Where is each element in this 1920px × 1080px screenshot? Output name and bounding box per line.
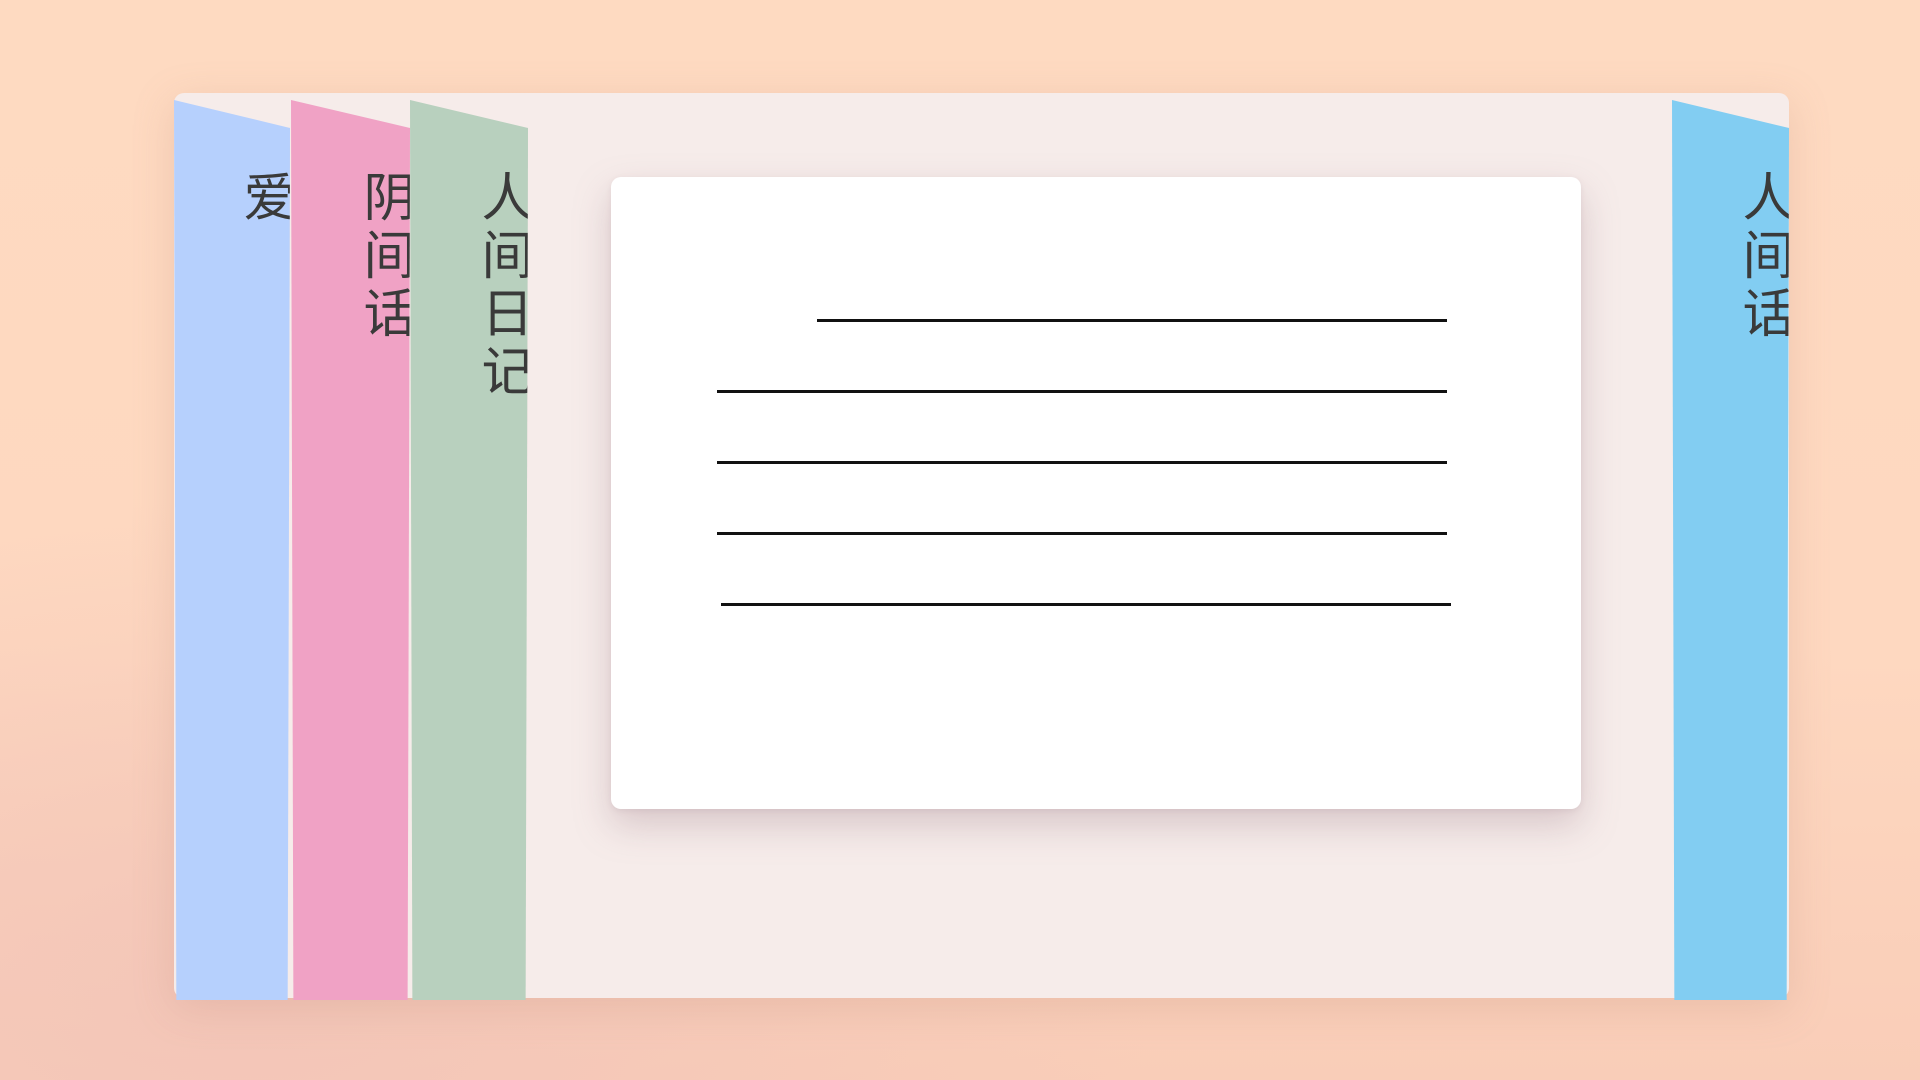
tab-label: 阴间话	[354, 170, 414, 344]
text-line	[717, 532, 1447, 535]
tab-underworld-talk[interactable]: 阴间话	[291, 100, 410, 1000]
tab-label: 人间话	[1733, 170, 1793, 344]
text-line	[721, 603, 1451, 606]
text-line	[817, 319, 1447, 322]
tab-label: 爱	[234, 170, 294, 228]
tab-human-diary[interactable]: 人间日记	[410, 100, 528, 1000]
tab-love[interactable]: 爱	[174, 100, 290, 1000]
text-line	[717, 461, 1447, 464]
text-line	[717, 390, 1447, 393]
tab-label: 人间日记	[472, 170, 532, 402]
content-card	[611, 177, 1581, 809]
tab-human-talk[interactable]: 人间话	[1672, 100, 1789, 1000]
